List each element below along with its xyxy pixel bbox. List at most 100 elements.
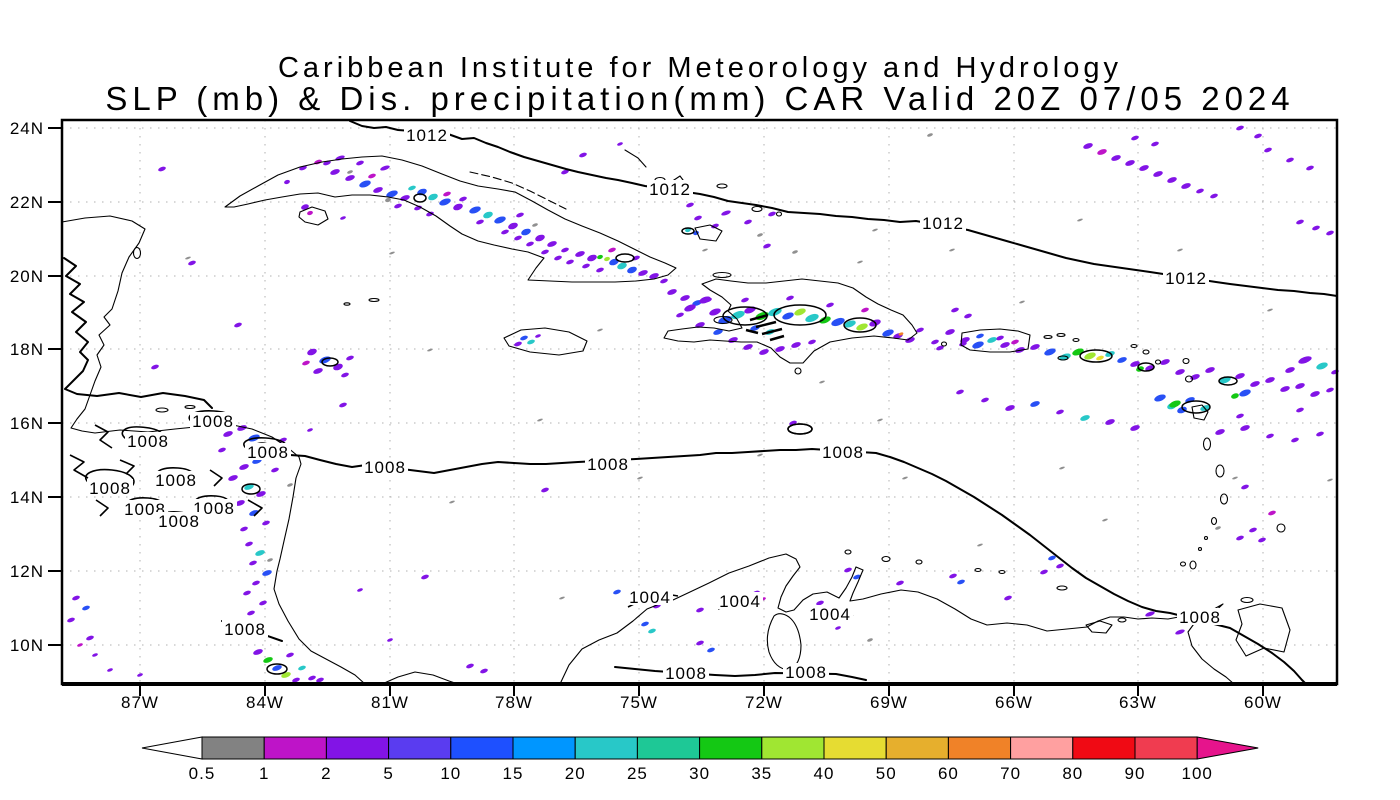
- precip-cell: [228, 475, 238, 481]
- coastline-cuba: [224, 155, 677, 283]
- precip-cell: [853, 574, 861, 580]
- contour-label-bg: [125, 432, 171, 449]
- precip-cell: [1241, 484, 1249, 490]
- island-long-island-bahamas: [624, 149, 647, 168]
- colorbar-segment: [885, 736, 949, 760]
- precip-cell: [1030, 344, 1040, 350]
- lon-tick-label: 75W: [620, 693, 658, 712]
- precip-cell: [638, 270, 648, 276]
- precip-cell: [757, 233, 763, 237]
- contour-label: 1012: [406, 126, 448, 145]
- precip-cell: [443, 191, 451, 197]
- precip-cell: [728, 337, 738, 343]
- precip-cell: [307, 348, 317, 356]
- colorbar-segment: [388, 736, 452, 760]
- precip-cell: [1286, 157, 1294, 163]
- precip-cell: [1266, 433, 1274, 439]
- precip-cell: [234, 322, 242, 328]
- precip-cell: [316, 677, 324, 683]
- isobar-1008-west: [63, 257, 213, 409]
- island-st-croix: [1057, 355, 1069, 361]
- precip-cell: [1131, 135, 1139, 141]
- precip-cell: [857, 260, 863, 264]
- colorbar-tick-label: 0.5: [189, 764, 216, 783]
- lon-tick-label: 66W: [995, 693, 1033, 712]
- precip-cell: [1077, 218, 1083, 222]
- precip-cell: [561, 169, 569, 175]
- coastline-colombia-venezuela: [559, 553, 1235, 685]
- colorbar-tick-label: 70: [1000, 764, 1021, 783]
- precip-cell: [686, 202, 694, 208]
- precip-cell: [469, 206, 481, 214]
- colorbar-segment: [512, 736, 576, 760]
- precip-cell: [307, 428, 313, 432]
- contour-rings-layer: [241, 193, 1238, 675]
- precip-cell: [335, 155, 345, 161]
- contour-label: 1008: [127, 432, 169, 451]
- contour-label-bg: [156, 512, 202, 529]
- lon-tick-label: 87W: [121, 693, 159, 712]
- precip-cell: [1005, 405, 1015, 411]
- precip-cell: [1236, 535, 1244, 541]
- precip-cell: [292, 677, 300, 683]
- precip-cell: [1044, 348, 1056, 356]
- precip-cell: [514, 235, 522, 241]
- precip-cell: [459, 196, 467, 202]
- precip-cell: [1239, 389, 1251, 397]
- precip-cell: [559, 596, 565, 600]
- precip-cell: [649, 273, 659, 279]
- precip-cell: [453, 203, 463, 211]
- precip-cell: [819, 316, 831, 324]
- precip-cell: [428, 193, 438, 201]
- precip-cell: [287, 483, 293, 487]
- precip-cell: [319, 356, 331, 364]
- precip-cell: [1264, 147, 1272, 153]
- colorbar-segment: [1010, 736, 1074, 760]
- precip-cell: [1298, 356, 1312, 364]
- precip-cell: [696, 607, 704, 613]
- colorbar-segment: [947, 736, 1012, 760]
- contour-label: 1008: [158, 512, 200, 531]
- precip-cell: [976, 333, 984, 339]
- precip-cell: [284, 179, 290, 185]
- precip-cell: [86, 635, 94, 641]
- precip-cell: [1249, 527, 1257, 533]
- precip-cell: [996, 335, 1004, 341]
- precip-cell: [1000, 342, 1010, 348]
- island-roatan: [155, 407, 169, 413]
- precip-cell: [1236, 413, 1244, 419]
- precip-cell: [263, 657, 273, 663]
- precip-cell: [421, 574, 429, 580]
- island-mayaguana: [716, 183, 728, 189]
- precip-cell: [791, 342, 801, 348]
- precip-cell: [1117, 357, 1127, 363]
- precip-cell: [1111, 155, 1121, 161]
- precip-cell: [805, 313, 819, 323]
- island-anguilla: [1130, 343, 1138, 349]
- colorbar-tick-label: 5: [383, 764, 393, 783]
- colorbar-segment: [636, 736, 701, 760]
- precip-cell: [526, 241, 534, 247]
- precip-cell: [521, 228, 531, 236]
- precip-cell: [243, 590, 251, 596]
- precip-cell: [1139, 165, 1149, 171]
- island-curacao: [881, 555, 891, 563]
- contour-label: 1008: [785, 663, 827, 682]
- island-isla-juventud: [298, 206, 329, 226]
- precip-cell: [702, 248, 708, 252]
- island-tobago: [1240, 596, 1254, 604]
- precip-cell: [1048, 555, 1056, 561]
- precip-cell: [541, 249, 549, 255]
- precip-cell: [1295, 383, 1305, 389]
- island-virgin-3: [1072, 337, 1080, 343]
- precip-cell: [1231, 393, 1239, 399]
- contour-label: 1008: [587, 455, 629, 474]
- island-st-martin: [1142, 349, 1150, 355]
- precip-cell: [92, 653, 98, 657]
- precip-cell: [960, 337, 970, 343]
- island-orchila: [998, 569, 1006, 575]
- precip-cell: [1316, 362, 1328, 370]
- precip-cell: [987, 337, 997, 343]
- precip-cell: [617, 262, 627, 270]
- precip-cell: [252, 580, 260, 586]
